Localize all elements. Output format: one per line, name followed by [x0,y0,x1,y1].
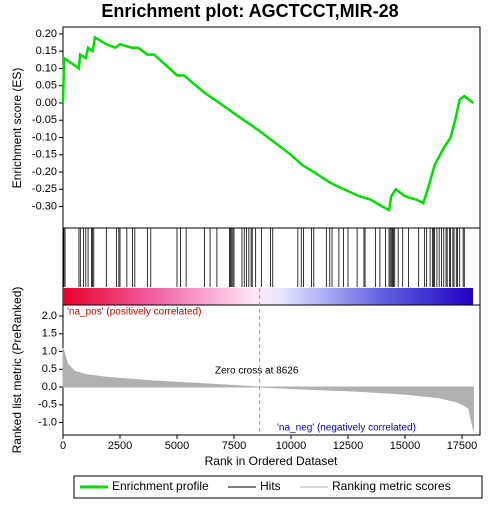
y-tick-label: 0.20 [36,28,57,40]
x-axis-label: Rank in Ordered Dataset [205,454,338,468]
y-tick-label: 0.10 [36,62,57,74]
y-tick-label: -0.25 [32,183,57,195]
y-tick-label: 0.0 [42,381,57,393]
y-axis-label: Enrichment score (ES) [10,68,24,189]
y-tick-label: -0.05 [32,114,57,126]
zero-cross-label: Zero cross at 8626 [215,366,299,377]
chart-title: Enrichment plot: AGCTCCT,MIR-28 [101,1,398,21]
x-tick-label: 5000 [165,440,189,452]
y-axis-label: Ranked list metric (PreRanked) [10,287,24,454]
x-tick-label: 0 [60,440,66,452]
y-tick-label: -0.30 [32,200,57,212]
x-tick-label: 17500 [447,440,478,452]
y-tick-label: -0.15 [32,149,57,161]
y-tick-label: 2.0 [42,310,57,322]
neg-label: 'na_neg' (negatively correlated) [277,423,416,434]
x-tick-label: 15000 [390,440,421,452]
x-tick-label: 10000 [276,440,307,452]
y-tick-label: 1.0 [42,345,57,357]
y-tick-label: 0.00 [36,97,57,109]
pos-label: 'na_pos' (positively correlated) [67,307,201,318]
y-tick-label: -0.5 [38,399,57,411]
y-tick-label: 0.15 [36,45,57,57]
legend [73,475,483,499]
metric-area [62,347,474,430]
y-tick-label: -1.0 [38,416,57,428]
color-bar [63,288,473,305]
y-tick-label: 0.5 [42,363,57,375]
y-tick-label: 1.5 [42,328,57,340]
x-tick-label: 7500 [222,440,246,452]
y-tick-label: -0.20 [32,166,57,178]
x-tick-label: 12500 [333,440,364,452]
es-line [61,35,475,212]
legend-entry: Ranking metric scores [332,479,451,493]
legend-entry: Hits [260,479,281,493]
legend-entry: Enrichment profile [112,479,209,493]
y-tick-label: -0.10 [32,131,57,143]
x-tick-label: 2500 [108,440,132,452]
es-frame [62,26,481,229]
y-tick-label: 0.05 [36,80,57,92]
